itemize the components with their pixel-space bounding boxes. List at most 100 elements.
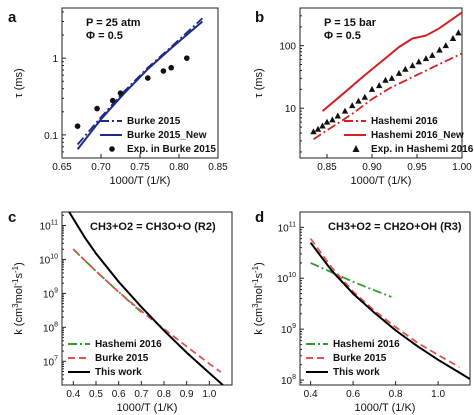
legend-marker (109, 146, 115, 152)
data-point (455, 29, 462, 36)
x-tick-label: 0.8 (389, 389, 403, 400)
plot-area (67, 212, 224, 385)
y-axis-label: τ (ms) (13, 68, 25, 97)
chart-panel-b: b 0.85 0.90 0.95 1.00 10 100 1000/T (1/K) τ (ms)… (253, 7, 474, 187)
data-point (409, 62, 416, 69)
panel-letter: d (255, 209, 264, 226)
panel-letter: b (255, 9, 264, 26)
x-tick-label: 0.8 (157, 389, 171, 400)
x-axis-label: 1000/T (1/K) (355, 402, 416, 414)
data-point (168, 64, 174, 71)
y-tick-label: 10 (285, 104, 297, 115)
x-tick-label: 0.85 (208, 162, 228, 173)
series-line (72, 248, 222, 373)
x-tick-label: 0.70 (91, 162, 111, 173)
x-tick-label: 0.65 (52, 162, 72, 173)
data-point (329, 116, 336, 123)
y-tick-label: 100 (279, 42, 296, 53)
data-point (341, 107, 349, 114)
data-point (355, 97, 362, 104)
panel-letter: c (8, 209, 16, 226)
y-tick-label: 0.1 (44, 131, 58, 142)
x-axis-label: 1000/T (1/K) (110, 175, 171, 187)
y-axis-label: k (cm3mol-1s-1) (251, 262, 265, 335)
legend-label: Hashemi 2016 (371, 116, 438, 127)
data-point (402, 65, 409, 72)
plot-frame (299, 7, 463, 159)
x-tick-label: 0.4 (304, 389, 318, 400)
legend-label: Exp. in Burke 2015 (127, 144, 216, 155)
legend-label: Burke 2015 (95, 353, 149, 364)
x-tick-label: 0.80 (169, 162, 189, 173)
y-tick-label: 1011 (40, 220, 58, 233)
plot-area (74, 17, 204, 150)
x-tick-label: 0.95 (407, 162, 427, 173)
plot-area (309, 238, 470, 380)
data-point (361, 93, 368, 100)
data-point (319, 122, 326, 129)
legend-label: Hashemi 2016 (95, 339, 162, 350)
legend-label: Hashemi 2016 (333, 339, 400, 350)
legend-label: This work (95, 367, 142, 378)
condition-annotation: P = 25 atm (86, 17, 141, 29)
reaction-title: CH3+O2 = CH3O+O (R2) (90, 221, 216, 233)
data-point (310, 128, 317, 135)
chart-panel-d: d 0.4 0.6 0.8 1.0 108 109 1010 1011 1000/T (1/K) k… (251, 209, 471, 414)
data-point (449, 35, 457, 42)
legend-label: This work (333, 367, 380, 378)
x-tick-label: 0.75 (130, 162, 150, 173)
reaction-title: CH3+O2 = CH2O+OH (R3) (328, 221, 462, 233)
series-line (310, 262, 392, 298)
x-tick-label: 0.85 (317, 162, 337, 173)
data-point (349, 102, 356, 109)
data-point (117, 90, 124, 96)
data-point (422, 55, 430, 62)
data-point (436, 46, 443, 53)
x-tick-label: 0.4 (66, 389, 80, 400)
legend-label: Burke 2015 (127, 116, 181, 127)
data-point (184, 55, 190, 61)
x-tick-label: 0.6 (346, 389, 360, 400)
data-point (145, 75, 151, 81)
x-tick-label: 0.90 (362, 162, 382, 173)
data-point (334, 112, 341, 119)
data-point (382, 76, 389, 83)
y-tick-label: 109 (43, 287, 58, 300)
legend-label: Burke 2015 (333, 353, 387, 364)
condition-annotation: Φ = 0.5 (86, 30, 123, 42)
data-point (395, 69, 403, 76)
y-axis-label: τ (ms) (253, 68, 265, 97)
x-tick-label: 0.7 (134, 389, 148, 400)
y-axis-label: k (cm3mol-1s-1) (11, 262, 25, 335)
x-tick-label: 1.0 (431, 389, 445, 400)
series-line (321, 11, 462, 112)
panel-letter: a (8, 9, 17, 26)
data-point (323, 118, 331, 125)
series-line (67, 212, 224, 385)
data-point (376, 82, 383, 89)
y-tick-label: 108 (43, 321, 58, 334)
legend-marker (352, 145, 360, 152)
legend-label: Burke 2015_New (127, 130, 207, 141)
plot-area (310, 11, 462, 140)
x-axis-label: 1000/T (1/K) (117, 402, 178, 414)
data-point (314, 125, 322, 132)
legend-label: Hashemi 2016_New (371, 130, 464, 141)
data-point (442, 42, 449, 49)
data-point (429, 51, 436, 58)
condition-annotation: Φ = 0.5 (324, 30, 361, 42)
x-tick-label: 0.5 (89, 389, 103, 400)
y-tick-label: 108 (281, 374, 296, 387)
series-line (309, 242, 470, 380)
condition-annotation: P = 15 bar (324, 17, 377, 29)
data-point (94, 105, 100, 112)
data-point (74, 123, 81, 129)
series-line (76, 17, 204, 146)
y-tick-label: 1010 (39, 253, 58, 266)
series-line (76, 20, 204, 150)
series-line (309, 238, 460, 368)
y-tick-label: 1010 (277, 272, 296, 285)
x-tick-label: 1.0 (202, 389, 216, 400)
data-point (160, 68, 167, 74)
